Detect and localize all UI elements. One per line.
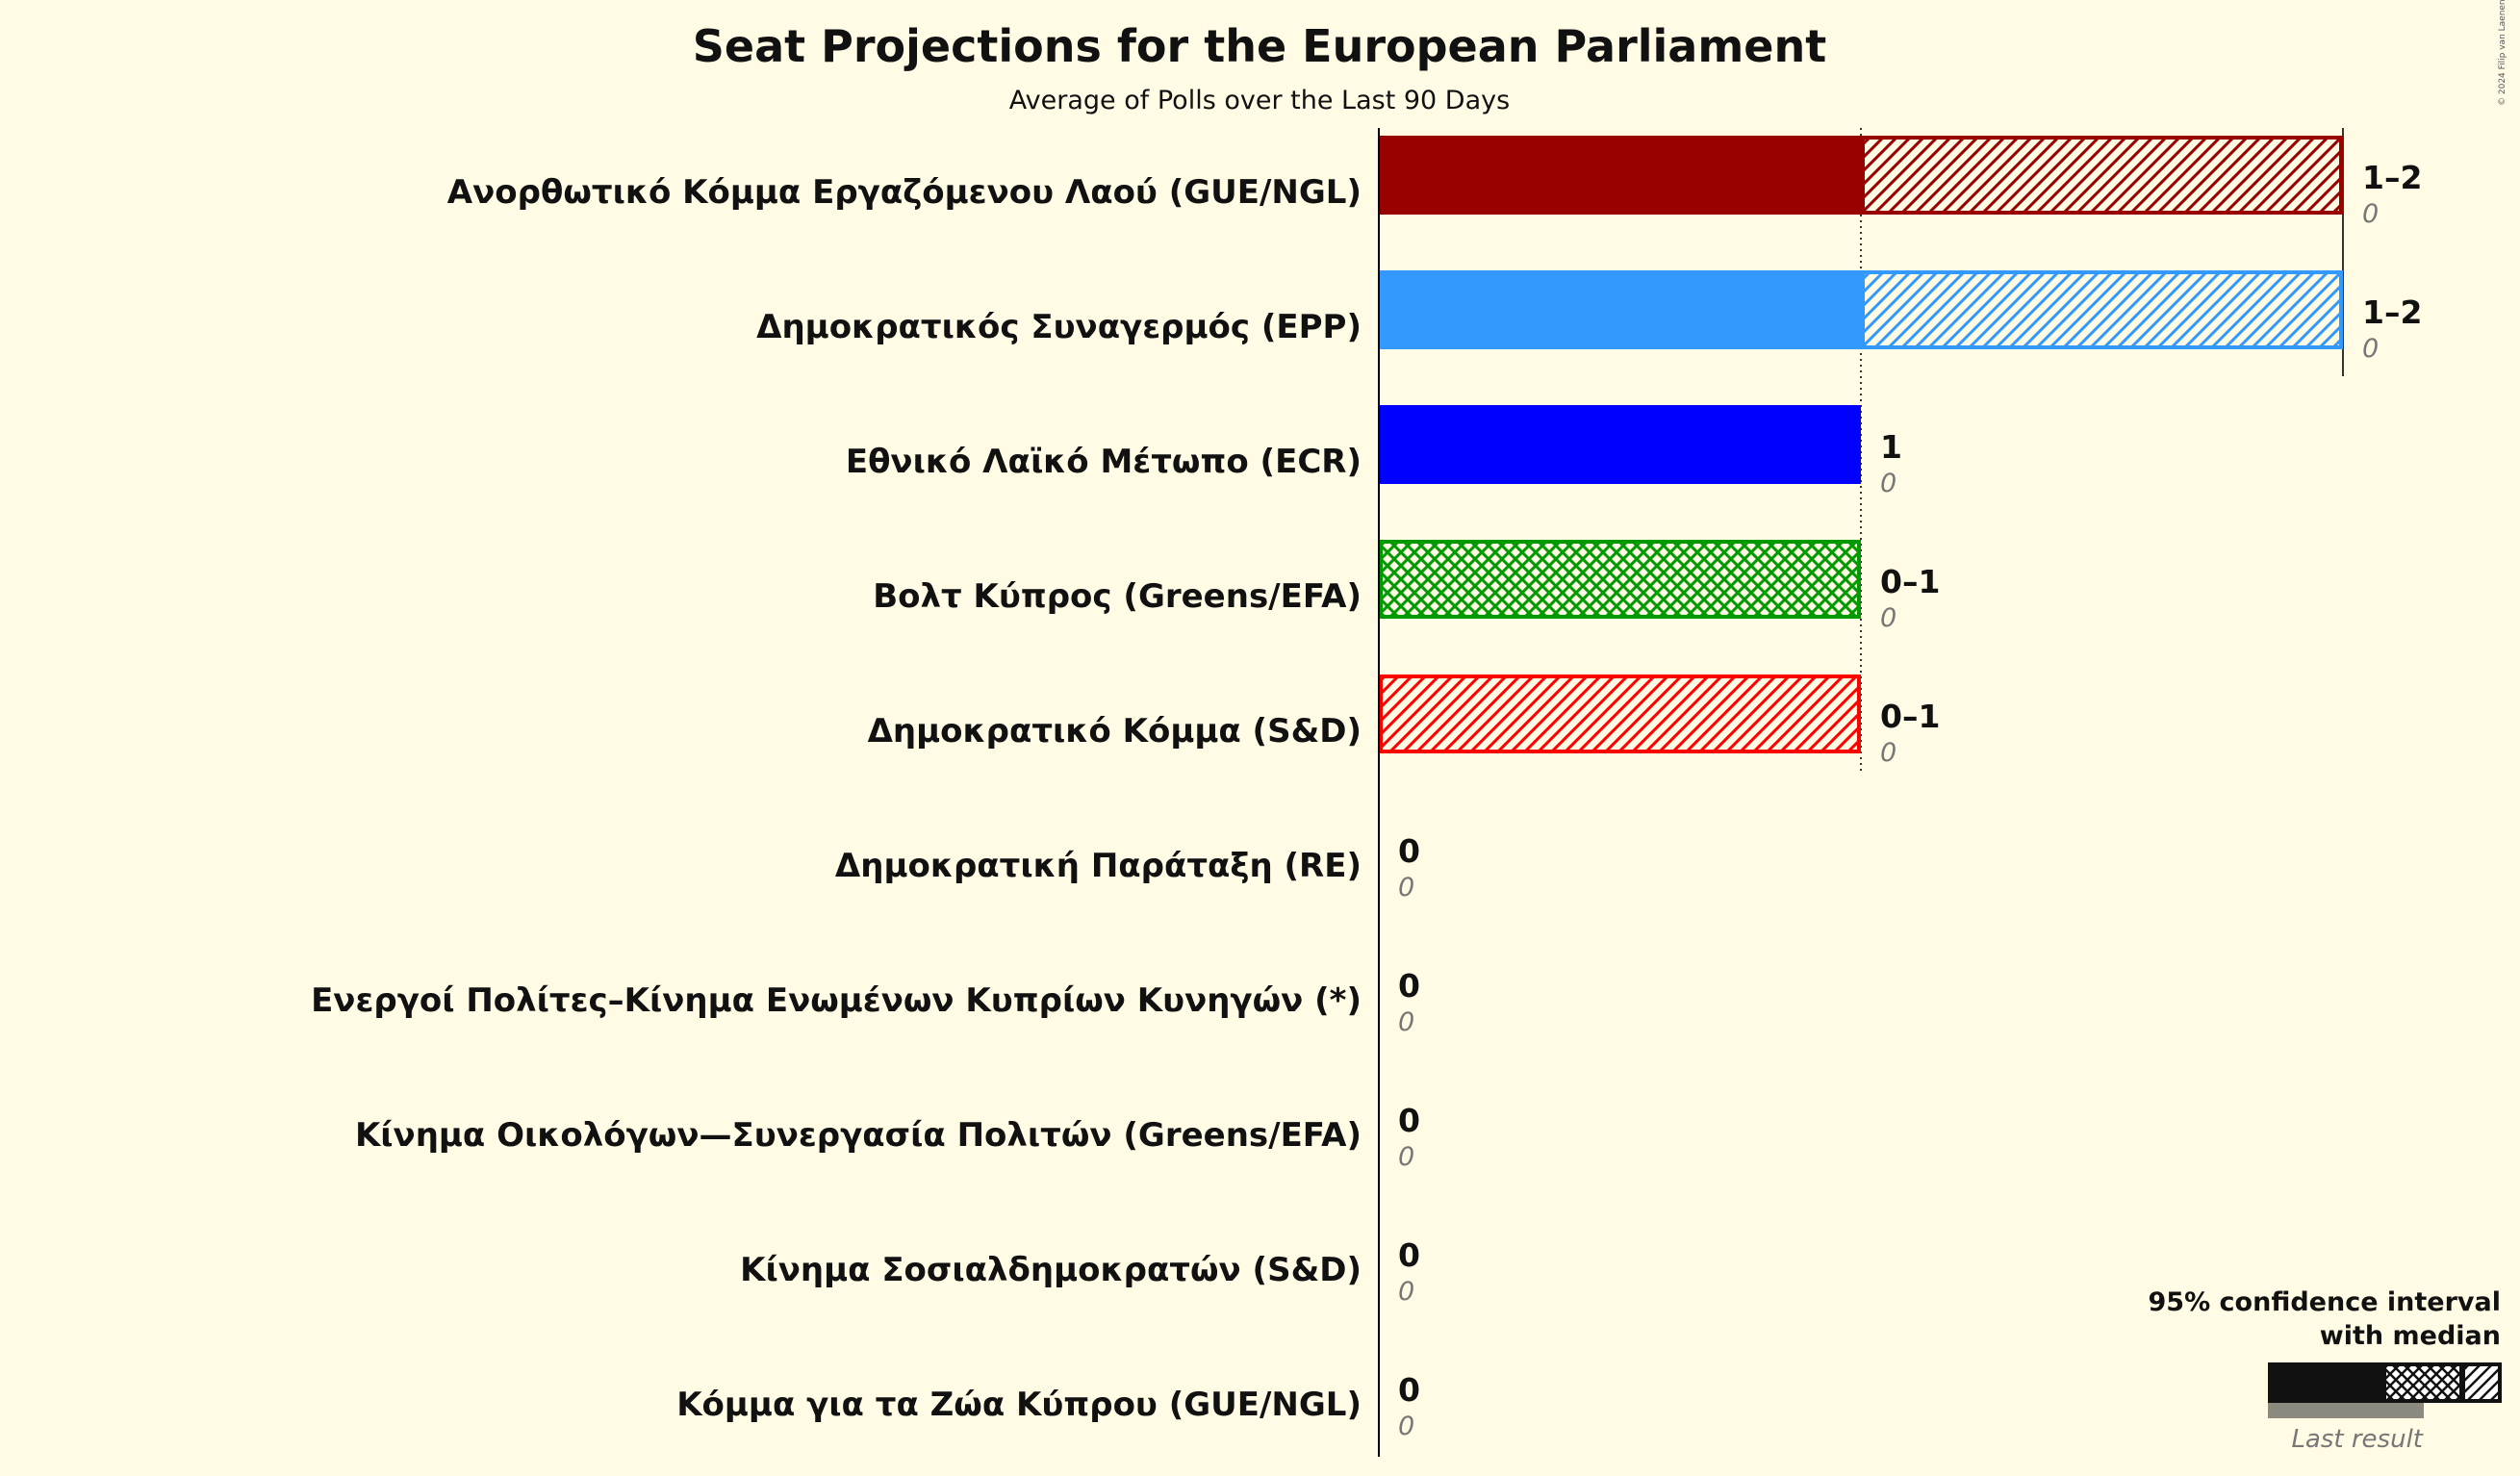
last-result-label-3: 0 — [1880, 469, 1896, 498]
legend-last-result-label: Last result — [2291, 1425, 2423, 1454]
party-label-7: Ενεργοί Πολίτες–Κίνημα Ενωμένων Κυπρίων … — [311, 981, 1362, 1020]
bar-interval-4 — [1379, 540, 1861, 619]
chart-title: Seat Projections for the European Parlia… — [693, 20, 1826, 72]
range-label-4: 0–1 — [1880, 563, 1940, 600]
party-label-3: Εθνικό Λαϊκό Μέτωπο (ECR) — [846, 443, 1362, 481]
bar-solid-3 — [1379, 405, 1861, 484]
party-label-6: Δημοκρατική Παράταξη (RE) — [835, 847, 1362, 885]
legend-ci-swatch — [2268, 1362, 2502, 1418]
labels-group: Ανορθωτικό Κόμμα Εργαζόμενου Λαού (GUE/N… — [311, 159, 2422, 1441]
party-label-8: Κίνημα Οικολόγων—Συνεργασία Πολιτών (Gre… — [355, 1116, 1362, 1155]
party-label-2: Δημοκρατικός Συναγερμός (EPP) — [756, 308, 1362, 346]
bar-solid-1 — [1379, 136, 1861, 215]
range-label-2: 1–2 — [2362, 293, 2422, 331]
bar-interval-2 — [1861, 270, 2343, 349]
last-result-label-7: 0 — [1398, 1007, 1414, 1037]
last-result-label-10: 0 — [1398, 1412, 1414, 1441]
range-label-9: 0 — [1398, 1236, 1420, 1274]
bars-group — [1379, 136, 2343, 753]
last-result-label-9: 0 — [1398, 1277, 1414, 1307]
legend: 95% confidence interval with median Last… — [2149, 1287, 2502, 1454]
bar-interval-1 — [1861, 136, 2343, 215]
range-label-7: 0 — [1398, 967, 1420, 1005]
range-label-3: 1 — [1880, 428, 1902, 466]
last-result-label-2: 0 — [2362, 334, 2379, 364]
copyright-notice: © 2024 Filip van Laenen — [2498, 0, 2507, 106]
party-label-4: Βολτ Κύπρος (Greens/EFA) — [873, 577, 1362, 616]
range-label-5: 0–1 — [1880, 698, 1940, 735]
legend-solid — [2268, 1362, 2384, 1403]
bar-solid-2 — [1379, 270, 1861, 349]
last-result-label-1: 0 — [2362, 199, 2379, 229]
chart-subtitle: Average of Polls over the Last 90 Days — [1009, 86, 1510, 115]
gridlines — [1860, 128, 2344, 773]
last-result-label-8: 0 — [1398, 1142, 1414, 1172]
legend-hatch — [2461, 1362, 2502, 1403]
range-label-10: 0 — [1398, 1371, 1420, 1409]
last-result-label-5: 0 — [1880, 738, 1896, 768]
range-label-1: 1–2 — [2362, 159, 2422, 196]
legend-last-result-bar — [2268, 1401, 2424, 1418]
bar-interval-5 — [1379, 674, 1861, 753]
party-label-1: Ανορθωτικό Κόμμα Εργαζόμενου Λαού (GUE/N… — [447, 173, 1362, 212]
legend-crosshatch — [2382, 1362, 2463, 1403]
party-label-10: Κόμμα για τα Ζώα Κύπρου (GUE/NGL) — [676, 1386, 1362, 1424]
legend-ci-line2: with median — [2320, 1321, 2501, 1351]
party-label-5: Δημοκρατικό Κόμμα (S&D) — [868, 712, 1362, 751]
range-label-6: 0 — [1398, 832, 1420, 870]
legend-ci-line1: 95% confidence interval — [2149, 1287, 2501, 1317]
last-result-label-4: 0 — [1880, 603, 1896, 633]
range-label-8: 0 — [1398, 1102, 1420, 1139]
last-result-label-6: 0 — [1398, 873, 1414, 903]
party-label-9: Κίνημα Σοσιαλδημοκρατών (S&D) — [740, 1251, 1362, 1289]
